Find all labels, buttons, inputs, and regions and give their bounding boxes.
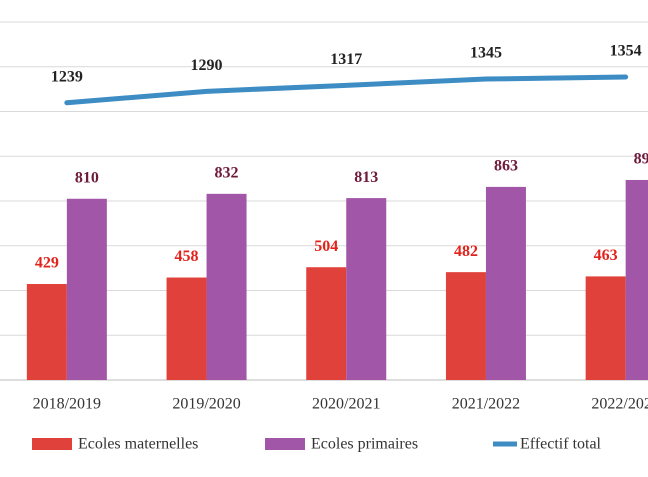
value-label: 458 (175, 248, 199, 265)
bar (585, 276, 626, 380)
bar (66, 198, 107, 380)
value-label: 832 (215, 165, 239, 182)
bar (166, 277, 207, 380)
bar (485, 186, 526, 380)
bar (625, 179, 648, 380)
value-label: 1239 (51, 68, 83, 85)
x-tick-label: 2020/2021 (312, 396, 380, 413)
x-tick-label: 2019/2020 (172, 396, 240, 413)
value-label: 1290 (191, 57, 223, 74)
value-label: 504 (314, 238, 338, 255)
value-label: 1354 (610, 43, 642, 60)
value-label: 813 (354, 169, 378, 186)
x-tick-label: 2018/2019 (33, 396, 101, 413)
legend-label: Effectif total (520, 436, 602, 453)
value-label: 1317 (330, 51, 362, 68)
bar (306, 267, 347, 380)
value-label: 863 (494, 158, 518, 175)
value-label: 810 (75, 169, 99, 186)
value-label: 463 (594, 247, 618, 264)
bar (206, 193, 247, 380)
value-label: 482 (454, 243, 478, 260)
value-label: 894 (634, 151, 648, 168)
bar (346, 198, 387, 380)
bar (445, 272, 486, 380)
legend-label: Ecoles primaires (311, 436, 418, 453)
x-tick-label: 2022/2023 (591, 396, 648, 413)
legend-swatch (32, 438, 72, 450)
x-tick-label: 2021/2022 (452, 396, 520, 413)
legend-label: Ecoles maternelles (78, 436, 198, 453)
value-label: 429 (35, 255, 59, 272)
bar (26, 284, 67, 380)
legend-swatch (265, 438, 305, 450)
line (64, 74, 629, 106)
value-label: 1345 (470, 45, 502, 62)
